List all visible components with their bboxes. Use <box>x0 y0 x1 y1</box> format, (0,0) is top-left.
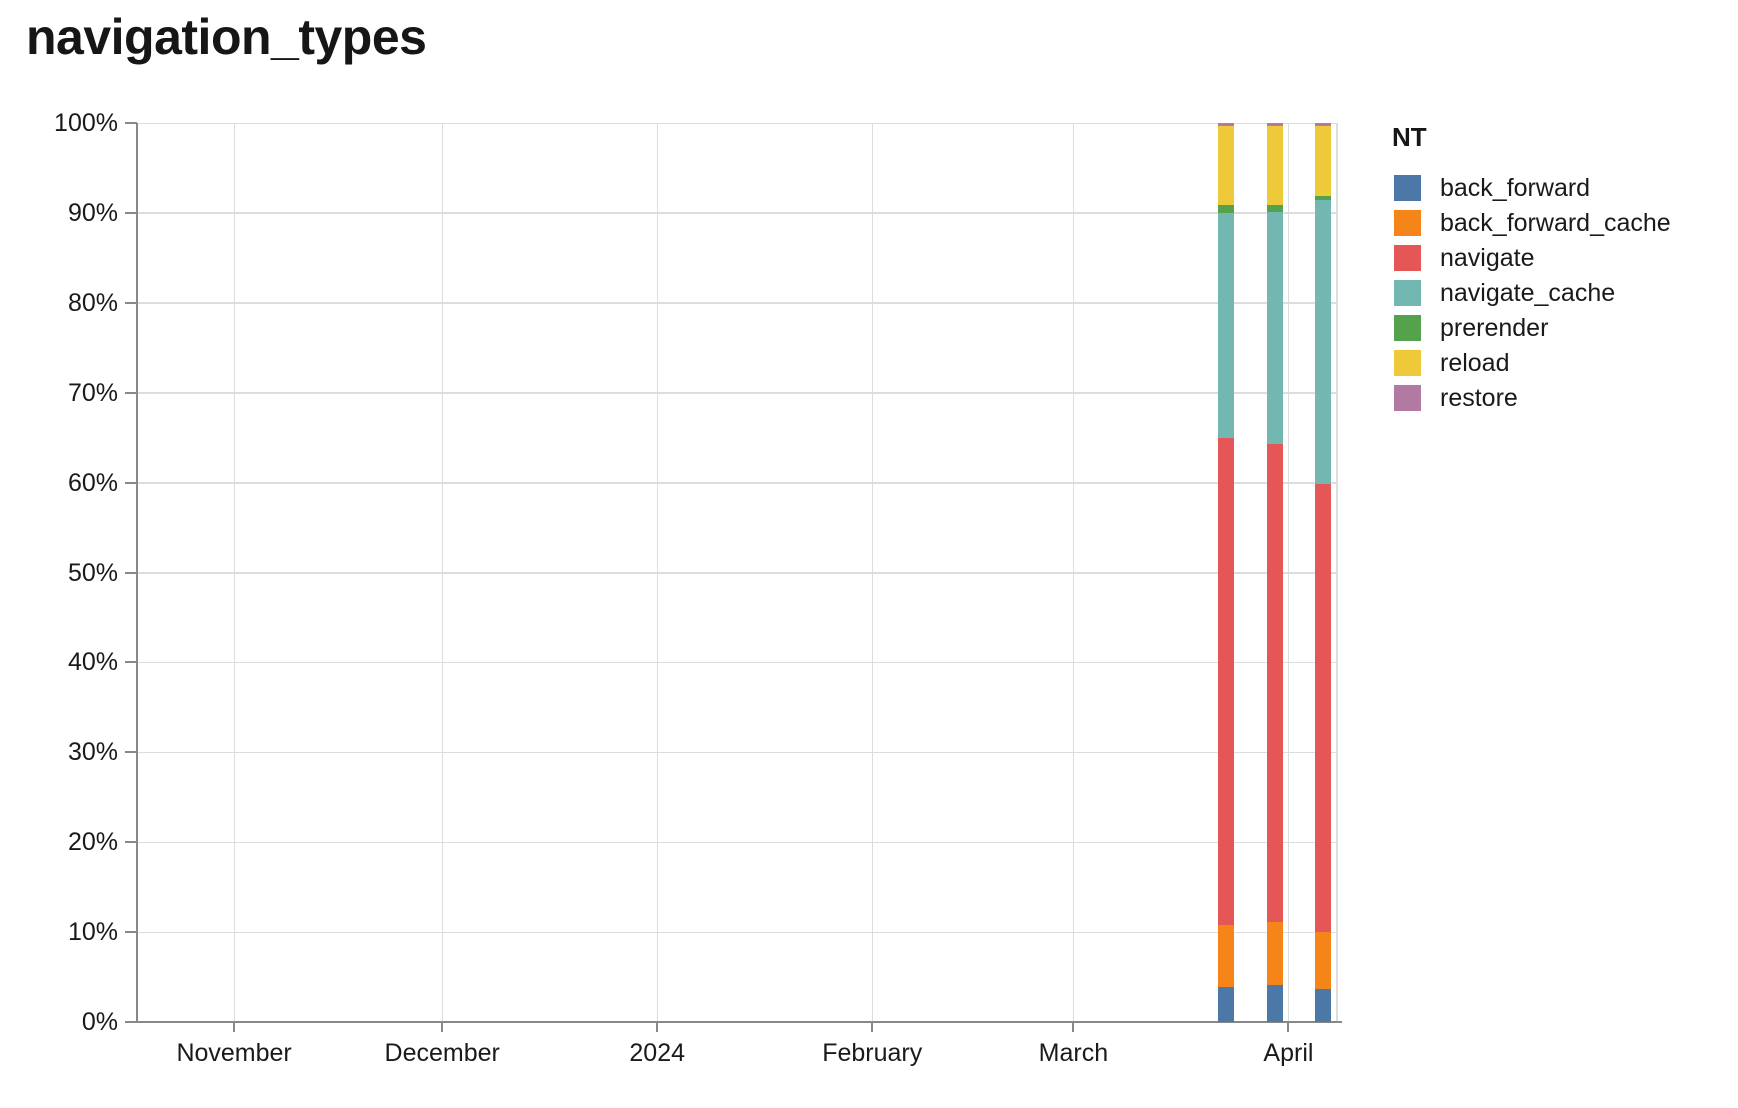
y-axis-tick <box>125 841 137 844</box>
x-axis-tick <box>656 1022 659 1032</box>
bar-segment-navigate_cache <box>1266 212 1283 444</box>
bar-segment-back_forward <box>1266 985 1283 1022</box>
gridline-horizontal <box>137 482 1337 484</box>
gridline-horizontal <box>137 122 1337 124</box>
legend-label: navigate_cache <box>1440 279 1616 307</box>
gridline-vertical <box>1287 123 1290 1022</box>
legend-label: reload <box>1440 349 1510 377</box>
y-axis-tick <box>125 931 137 934</box>
x-axis-tick <box>871 1022 874 1032</box>
gridline-horizontal <box>137 661 1337 664</box>
gridline-horizontal <box>137 302 1337 304</box>
x-axis-label: December <box>384 1039 500 1067</box>
y-axis-label: 10% <box>67 918 118 947</box>
x-axis-label: February <box>822 1039 923 1067</box>
chart-title: navigation_types <box>26 9 427 65</box>
y-axis-label: 20% <box>67 828 118 857</box>
bar-segment-back_forward_cache <box>1315 932 1332 989</box>
gridline-horizontal <box>137 841 1337 844</box>
bar-segment-navigate_cache <box>1315 200 1332 485</box>
legend-label: navigate <box>1440 244 1535 272</box>
bar-segment-prerender <box>1315 195 1332 201</box>
y-axis-tick <box>125 481 137 484</box>
legend-label: back_forward <box>1440 174 1591 202</box>
bar-segment-prerender <box>1266 204 1283 212</box>
y-axis-label: 80% <box>67 288 118 317</box>
y-axis-tick <box>125 1021 137 1023</box>
legend-label: restore <box>1440 384 1518 412</box>
legend-swatch-icon <box>1394 350 1421 376</box>
y-axis-tick <box>125 301 137 304</box>
y-axis-tick <box>125 122 137 124</box>
gridline-horizontal <box>137 751 1337 754</box>
y-axis-label: 0% <box>81 1008 118 1036</box>
legend-swatch-icon <box>1394 315 1421 341</box>
y-axis-label: 30% <box>67 738 118 767</box>
y-axis-tick <box>125 571 137 574</box>
bar-segment-restore <box>1266 123 1283 126</box>
bar-segment-restore <box>1315 123 1332 126</box>
gridline-vertical-domain-end <box>1336 123 1338 1022</box>
x-axis-tick <box>441 1022 444 1032</box>
bar-segment-navigate_cache <box>1218 212 1235 438</box>
y-axis-label: 90% <box>67 198 118 227</box>
gridline-horizontal <box>137 572 1337 574</box>
bar-segment-reload <box>1266 125 1283 205</box>
bar-segment-back_forward_cache <box>1218 924 1235 987</box>
bar-segment-back_forward <box>1315 988 1332 1022</box>
gridline-horizontal <box>137 212 1337 214</box>
bar-segment-restore <box>1218 123 1235 126</box>
bar-segment-navigate <box>1315 484 1332 933</box>
bar-segment-back_forward_cache <box>1266 922 1283 986</box>
y-axis-label: 60% <box>67 468 118 497</box>
legend-label: prerender <box>1440 314 1549 342</box>
gridline-horizontal <box>137 392 1337 394</box>
y-axis-tick <box>125 211 137 214</box>
gridline-horizontal <box>137 931 1337 934</box>
x-axis-tick <box>1072 1022 1075 1032</box>
gridline-vertical <box>871 123 874 1022</box>
y-axis-tick <box>125 391 137 394</box>
x-axis-tick <box>1287 1022 1290 1032</box>
bar-segment-reload <box>1218 125 1235 205</box>
x-axis-label: November <box>176 1039 292 1067</box>
y-axis-tick <box>125 751 137 754</box>
legend-swatch-icon <box>1394 385 1421 411</box>
x-axis-domain-line <box>125 1021 1342 1023</box>
gridline-vertical <box>233 123 236 1022</box>
gridline-vertical <box>441 123 444 1022</box>
bar-segment-back_forward <box>1218 986 1235 1022</box>
y-axis-label: 100% <box>54 109 118 137</box>
legend-swatch-icon <box>1394 210 1421 236</box>
y-axis-tick <box>125 661 137 664</box>
x-axis-label: April <box>1263 1039 1314 1067</box>
legend-swatch-icon <box>1394 175 1421 201</box>
legend-title: NT <box>1392 122 1427 152</box>
x-axis-label: March <box>1038 1039 1109 1067</box>
y-axis-label: 50% <box>67 558 118 587</box>
x-axis-label: 2024 <box>629 1039 686 1067</box>
bar-segment-navigate <box>1218 437 1235 925</box>
y-axis-label: 70% <box>67 378 118 407</box>
bar-segment-reload <box>1315 125 1332 196</box>
legend-label: back_forward_cache <box>1440 209 1671 237</box>
gridline-vertical <box>1072 123 1075 1022</box>
legend-swatch-icon <box>1394 280 1421 306</box>
bar-segment-navigate <box>1266 443 1283 923</box>
legend-swatch-icon <box>1394 245 1421 271</box>
y-axis-label: 40% <box>67 648 118 677</box>
x-axis-tick <box>233 1022 236 1032</box>
gridline-vertical <box>656 123 659 1022</box>
y-axis-domain-line <box>136 123 138 1022</box>
bar-segment-prerender <box>1218 204 1235 213</box>
